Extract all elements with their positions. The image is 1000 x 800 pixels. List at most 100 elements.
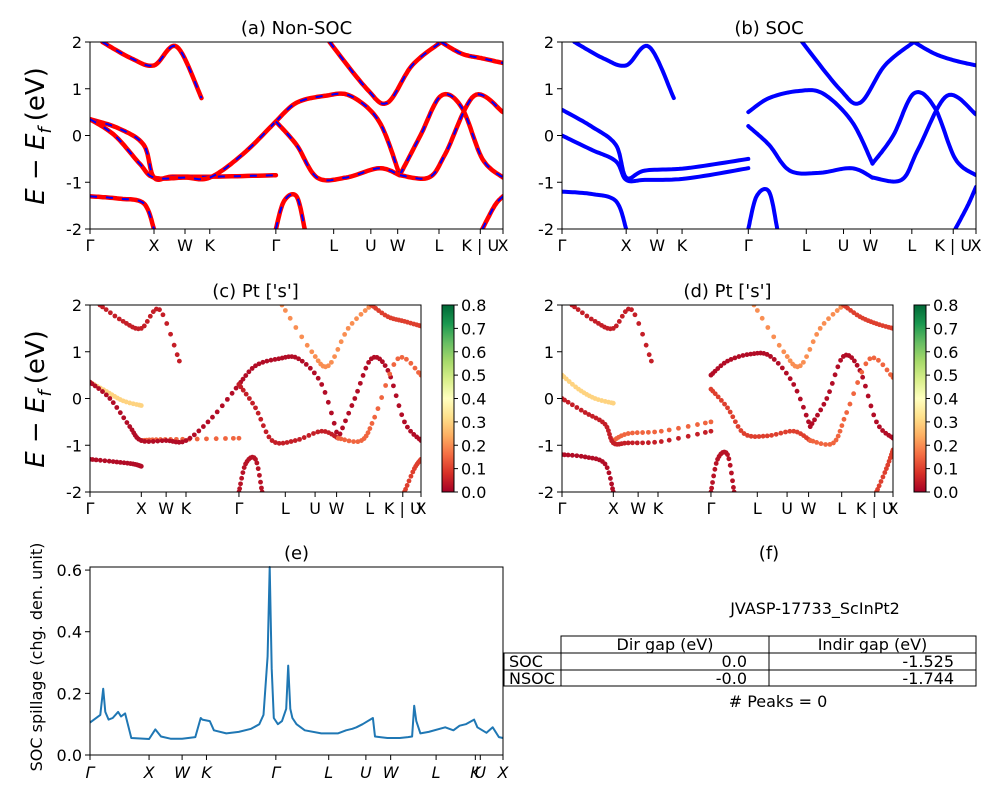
band-point	[256, 361, 262, 367]
band-point	[337, 431, 343, 437]
band-point	[890, 375, 893, 380]
band-point	[238, 384, 244, 390]
band-point	[797, 363, 803, 369]
x-tick-label: X	[971, 236, 982, 255]
band-point	[246, 396, 252, 401]
band-point	[718, 398, 724, 403]
band-point	[608, 476, 613, 481]
band-point	[745, 432, 750, 438]
band-line-dash	[440, 42, 503, 64]
x-tick-label: U	[360, 763, 372, 782]
band-point	[860, 374, 866, 380]
band-point	[625, 431, 631, 436]
band-point	[319, 382, 325, 387]
band-point	[342, 331, 348, 337]
band-point	[759, 315, 765, 321]
band-point	[847, 401, 853, 407]
band-point	[810, 438, 816, 444]
band-point	[238, 481, 243, 487]
band-point	[725, 405, 730, 411]
band-point	[712, 391, 718, 397]
band-point	[243, 373, 249, 378]
x-tick-label: U	[309, 499, 321, 518]
band-point	[880, 362, 886, 368]
band-point	[756, 434, 762, 439]
band-line-dash	[481, 195, 503, 229]
band-point	[646, 352, 652, 358]
band-point	[254, 460, 260, 466]
panel-d: 210-1-2Γ X W K Γ L U W L K | UX(d) Pt ['s']0.80.7…	[538, 281, 958, 518]
band-point	[783, 429, 788, 435]
band-line-dash	[90, 118, 277, 181]
band-point	[880, 474, 886, 480]
x-tick-label: L	[837, 499, 846, 518]
band-point	[255, 410, 261, 416]
y-tick-label: 0	[72, 390, 82, 409]
y-tick-label: 0.2	[57, 684, 82, 703]
colorbar-tick-label: 0.0	[933, 483, 958, 502]
band-point	[183, 438, 189, 443]
x-tick-label: W	[630, 499, 646, 518]
band-point	[713, 461, 719, 466]
band-point	[342, 437, 348, 443]
band-point	[264, 358, 270, 364]
x-tick-label: K	[201, 763, 213, 782]
band-point	[325, 399, 331, 405]
band-point	[835, 433, 841, 439]
band-point	[391, 383, 396, 389]
band-point	[768, 354, 773, 359]
band-point	[118, 459, 123, 465]
band-point	[727, 462, 733, 468]
band-point	[658, 428, 664, 434]
y-tick-label: 2	[544, 296, 554, 315]
x-tick-label: Γ	[706, 499, 715, 518]
band-point	[890, 435, 893, 441]
x-tick-label: L	[432, 763, 441, 782]
band-point	[315, 375, 321, 381]
band-point	[239, 475, 245, 481]
x-tick-label: X	[498, 236, 509, 255]
x-tick-label: U	[365, 236, 377, 255]
plot-area	[90, 305, 421, 492]
band-point	[335, 347, 341, 352]
band-point	[219, 403, 225, 409]
band-point	[590, 455, 595, 461]
band-point	[312, 354, 318, 359]
y-tick-label: 0	[72, 127, 82, 146]
band-line	[746, 124, 875, 180]
band-point	[200, 424, 206, 429]
band-point	[685, 433, 691, 439]
band-point	[634, 440, 640, 446]
band-point	[582, 410, 588, 415]
x-tick-label: W	[801, 499, 817, 518]
band-point	[787, 358, 793, 364]
band-point	[754, 308, 760, 313]
x-tick-label: Γ	[558, 236, 567, 255]
band-point	[210, 414, 215, 420]
band-point	[809, 421, 815, 427]
band-point	[372, 414, 378, 420]
band-point	[367, 426, 373, 431]
plot-area	[562, 305, 893, 492]
band-point	[292, 438, 298, 443]
band-point	[187, 435, 193, 441]
band-line	[870, 89, 976, 178]
band-point	[854, 362, 860, 368]
band-point	[402, 419, 407, 425]
band-point	[142, 438, 148, 444]
band-point	[730, 414, 736, 420]
band-point	[315, 358, 321, 364]
band-point	[695, 422, 700, 427]
band-point	[306, 433, 312, 438]
band-point	[844, 410, 850, 415]
colorbar-tick-label: 0.1	[933, 460, 958, 479]
x-tick-label: K | U	[934, 236, 972, 255]
band-point	[233, 385, 239, 391]
band-point	[110, 459, 116, 465]
colorbar-tick-label: 0.1	[461, 460, 486, 479]
band-point	[833, 437, 839, 443]
band-point	[114, 459, 120, 465]
band-point	[783, 370, 789, 376]
band-point	[736, 354, 742, 359]
